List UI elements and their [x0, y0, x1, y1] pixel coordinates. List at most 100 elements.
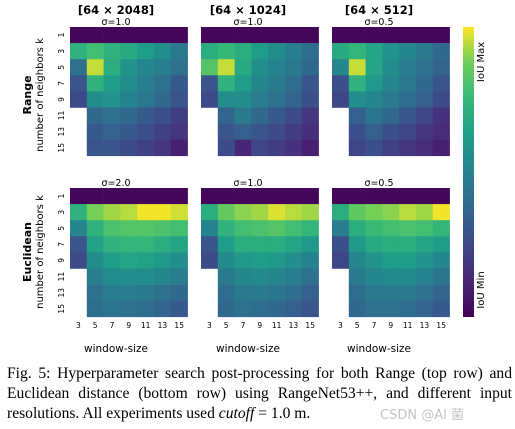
heatmap-cell	[103, 284, 121, 301]
xlabel-col1: window-size	[216, 343, 280, 355]
heatmap-cell	[170, 43, 188, 60]
column-title-512: [64 × 512]	[345, 3, 413, 17]
heatmap-cell	[170, 220, 188, 237]
heatmap-cell	[120, 75, 138, 92]
heatmap-cell	[70, 75, 88, 92]
heatmap-cell	[120, 91, 138, 108]
heatmap-cell	[251, 268, 269, 285]
heatmap-cell	[86, 300, 104, 318]
heatmap-cell	[217, 188, 235, 205]
heatmap-cell	[285, 204, 303, 221]
heatmap-cell	[86, 220, 104, 237]
heatmap-cell	[120, 59, 138, 76]
heatmap-cell	[170, 91, 188, 108]
heatmap-cell	[251, 123, 269, 140]
heatmap-cell	[416, 236, 434, 253]
heatmap-cell	[399, 75, 417, 92]
heatmap-cell	[382, 75, 400, 92]
heatmap-cell	[154, 204, 172, 221]
sigma-label-r0c0: σ=1.0	[101, 17, 130, 28]
heatmap-cell	[348, 300, 366, 318]
heatmap-cell	[348, 43, 366, 60]
heatmap-cell	[251, 107, 269, 124]
heatmap-cell	[399, 236, 417, 253]
heatmap-cell	[301, 43, 319, 60]
heatmap-cell	[137, 59, 155, 76]
heatmap-cell	[432, 204, 450, 221]
colorbar-max-label: IoU Max	[476, 42, 487, 82]
ylabel-top: number of neighbors k	[35, 38, 46, 152]
heatmap-cell	[234, 284, 252, 301]
heatmap-cell	[416, 268, 434, 285]
heatmap-cell	[416, 43, 434, 60]
heatmap-cell	[332, 204, 350, 221]
caption-cutoff-value: = 1.0 m.	[254, 405, 311, 422]
y-tick-label: 1	[57, 32, 66, 37]
heatmap-cell	[399, 107, 417, 124]
heatmap-cell	[285, 91, 303, 108]
heatmap-cell	[170, 236, 188, 253]
heatmap-cell	[154, 107, 172, 124]
heatmap-cell	[268, 300, 286, 318]
column-title-2048: [64 × 2048]	[78, 3, 154, 17]
heatmap-cell	[416, 188, 434, 205]
heatmap-cell	[217, 139, 235, 157]
heatmap-cell	[382, 188, 400, 205]
heatmap-cell	[268, 107, 286, 124]
sigma-label-r1c1: σ=1.0	[233, 178, 262, 189]
y-tick-label: 13	[57, 288, 66, 298]
watermark-text: CSDN @AI 菌	[380, 408, 465, 423]
heatmap-cell	[70, 204, 88, 221]
heatmap-cell	[234, 236, 252, 253]
x-tick-label: 5	[355, 321, 360, 330]
heatmap-cell	[301, 252, 319, 269]
heatmap-cell	[399, 284, 417, 301]
heatmap-cell	[137, 91, 155, 108]
y-tick-label: 15	[57, 143, 66, 153]
heatmap-cell	[416, 252, 434, 269]
heatmap-cell	[201, 204, 219, 221]
y-tick-label: 1	[57, 193, 66, 198]
y-tick-label: 11	[57, 272, 66, 282]
heatmap-cell	[154, 284, 172, 301]
heatmap-cell	[285, 59, 303, 76]
heatmap-panel: 3 5 7 9 11 13 15	[332, 188, 450, 330]
heatmap-cell	[120, 220, 138, 237]
heatmap-cell	[301, 204, 319, 221]
heatmap-cell	[399, 43, 417, 60]
heatmap-cell	[432, 252, 450, 269]
heatmap-cell	[416, 75, 434, 92]
heatmap-cell	[365, 123, 383, 140]
heatmap-cell	[137, 252, 155, 269]
heatmap-cell	[234, 268, 252, 285]
heatmap-cell	[332, 188, 350, 205]
heatmap-cell	[301, 59, 319, 76]
figure-caption: Fig. 5: Hyperparameter search post-proce…	[7, 364, 512, 424]
heatmap-cell	[251, 284, 269, 301]
heatmap-cell	[365, 75, 383, 92]
heatmap-cell	[348, 59, 366, 76]
x-tick-label: 7	[241, 321, 246, 330]
heatmap-cell	[86, 27, 104, 44]
y-tick-label: 13	[57, 127, 66, 137]
heatmap-cell	[382, 204, 400, 221]
heatmap-cell	[86, 75, 104, 92]
heatmap-cell	[170, 27, 188, 44]
heatmap-cell	[70, 91, 88, 108]
heatmap-cell	[348, 268, 366, 285]
heatmap-cell	[365, 268, 383, 285]
heatmap-cell	[416, 204, 434, 221]
heatmap-cell	[170, 188, 188, 205]
row-label-euclidean: Euclidean	[21, 222, 34, 282]
heatmap-cell	[154, 268, 172, 285]
heatmap-cell	[103, 27, 121, 44]
heatmap-cell	[416, 139, 434, 157]
heatmap-cell	[154, 123, 172, 140]
heatmap-cell	[86, 91, 104, 108]
heatmap-cell	[234, 107, 252, 124]
heatmap-cell	[285, 252, 303, 269]
heatmap-cell	[365, 91, 383, 108]
heatmap-cell	[234, 188, 252, 205]
heatmap-cell	[120, 27, 138, 44]
